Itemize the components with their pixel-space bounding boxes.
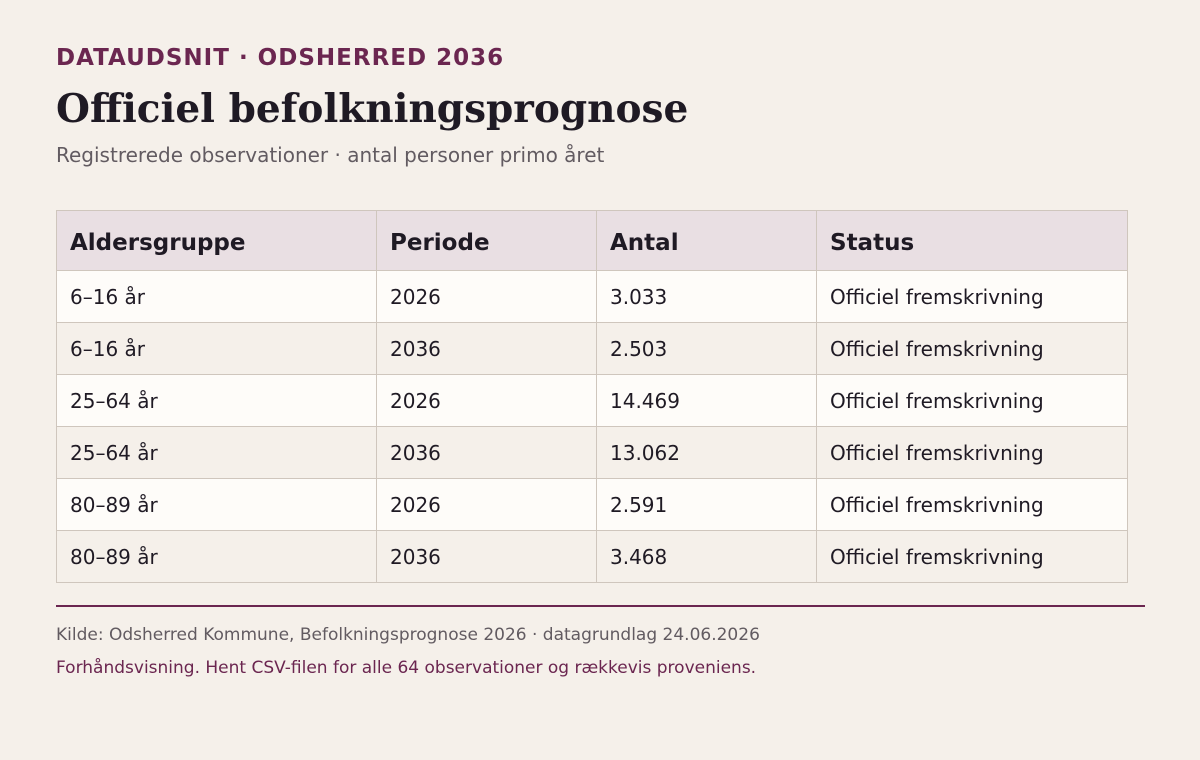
population-table: Aldersgruppe Periode Antal Status 6–16 å… bbox=[56, 210, 1128, 583]
column-header-count: Antal bbox=[596, 210, 817, 271]
cell-period: 2036 bbox=[376, 322, 597, 375]
cell-age-group: 6–16 år bbox=[56, 322, 377, 375]
cell-count: 13.062 bbox=[596, 426, 817, 479]
cell-period: 2026 bbox=[376, 478, 597, 531]
cell-age-group: 80–89 år bbox=[56, 478, 377, 531]
cell-status: Officiel fremskrivning bbox=[816, 322, 1128, 375]
cell-status: Officiel fremskrivning bbox=[816, 270, 1128, 323]
cell-count: 14.469 bbox=[596, 374, 817, 427]
preview-note: Forhåndsvisning. Hent CSV-filen for alle… bbox=[56, 658, 757, 678]
cell-status: Officiel fremskrivning bbox=[816, 478, 1128, 531]
cell-age-group: 25–64 år bbox=[56, 374, 377, 427]
cell-age-group: 6–16 år bbox=[56, 270, 377, 323]
table-row: 80–89 år 2026 2.591 Officiel fremskrivni… bbox=[56, 478, 1128, 531]
table-row: 25–64 år 2026 14.469 Officiel fremskrivn… bbox=[56, 374, 1128, 427]
cell-status: Officiel fremskrivning bbox=[816, 426, 1128, 479]
column-header-age-group: Aldersgruppe bbox=[56, 210, 377, 271]
table-row: 25–64 år 2036 13.062 Officiel fremskrivn… bbox=[56, 426, 1128, 479]
table-header-row: Aldersgruppe Periode Antal Status bbox=[56, 210, 1128, 271]
cell-count: 2.503 bbox=[596, 322, 817, 375]
footer-divider bbox=[56, 605, 1145, 607]
column-header-status: Status bbox=[816, 210, 1128, 271]
cell-count: 3.468 bbox=[596, 530, 817, 583]
section-eyebrow: DATAUDSNIT · ODSHERRED 2036 bbox=[56, 45, 505, 71]
cell-count: 3.033 bbox=[596, 270, 817, 323]
cell-period: 2026 bbox=[376, 270, 597, 323]
source-citation: Kilde: Odsherred Kommune, Befolkningspro… bbox=[56, 625, 760, 645]
cell-period: 2036 bbox=[376, 426, 597, 479]
cell-age-group: 80–89 år bbox=[56, 530, 377, 583]
table-row: 80–89 år 2036 3.468 Officiel fremskrivni… bbox=[56, 530, 1128, 583]
cell-period: 2036 bbox=[376, 530, 597, 583]
table-row: 6–16 år 2036 2.503 Officiel fremskrivnin… bbox=[56, 322, 1128, 375]
table-row: 6–16 år 2026 3.033 Officiel fremskrivnin… bbox=[56, 270, 1128, 323]
page-subtitle: Registrerede observationer · antal perso… bbox=[56, 143, 605, 167]
page-title: Officiel befolkningsprognose bbox=[56, 86, 689, 132]
cell-status: Officiel fremskrivning bbox=[816, 374, 1128, 427]
cell-period: 2026 bbox=[376, 374, 597, 427]
cell-status: Officiel fremskrivning bbox=[816, 530, 1128, 583]
column-header-period: Periode bbox=[376, 210, 597, 271]
cell-count: 2.591 bbox=[596, 478, 817, 531]
cell-age-group: 25–64 år bbox=[56, 426, 377, 479]
